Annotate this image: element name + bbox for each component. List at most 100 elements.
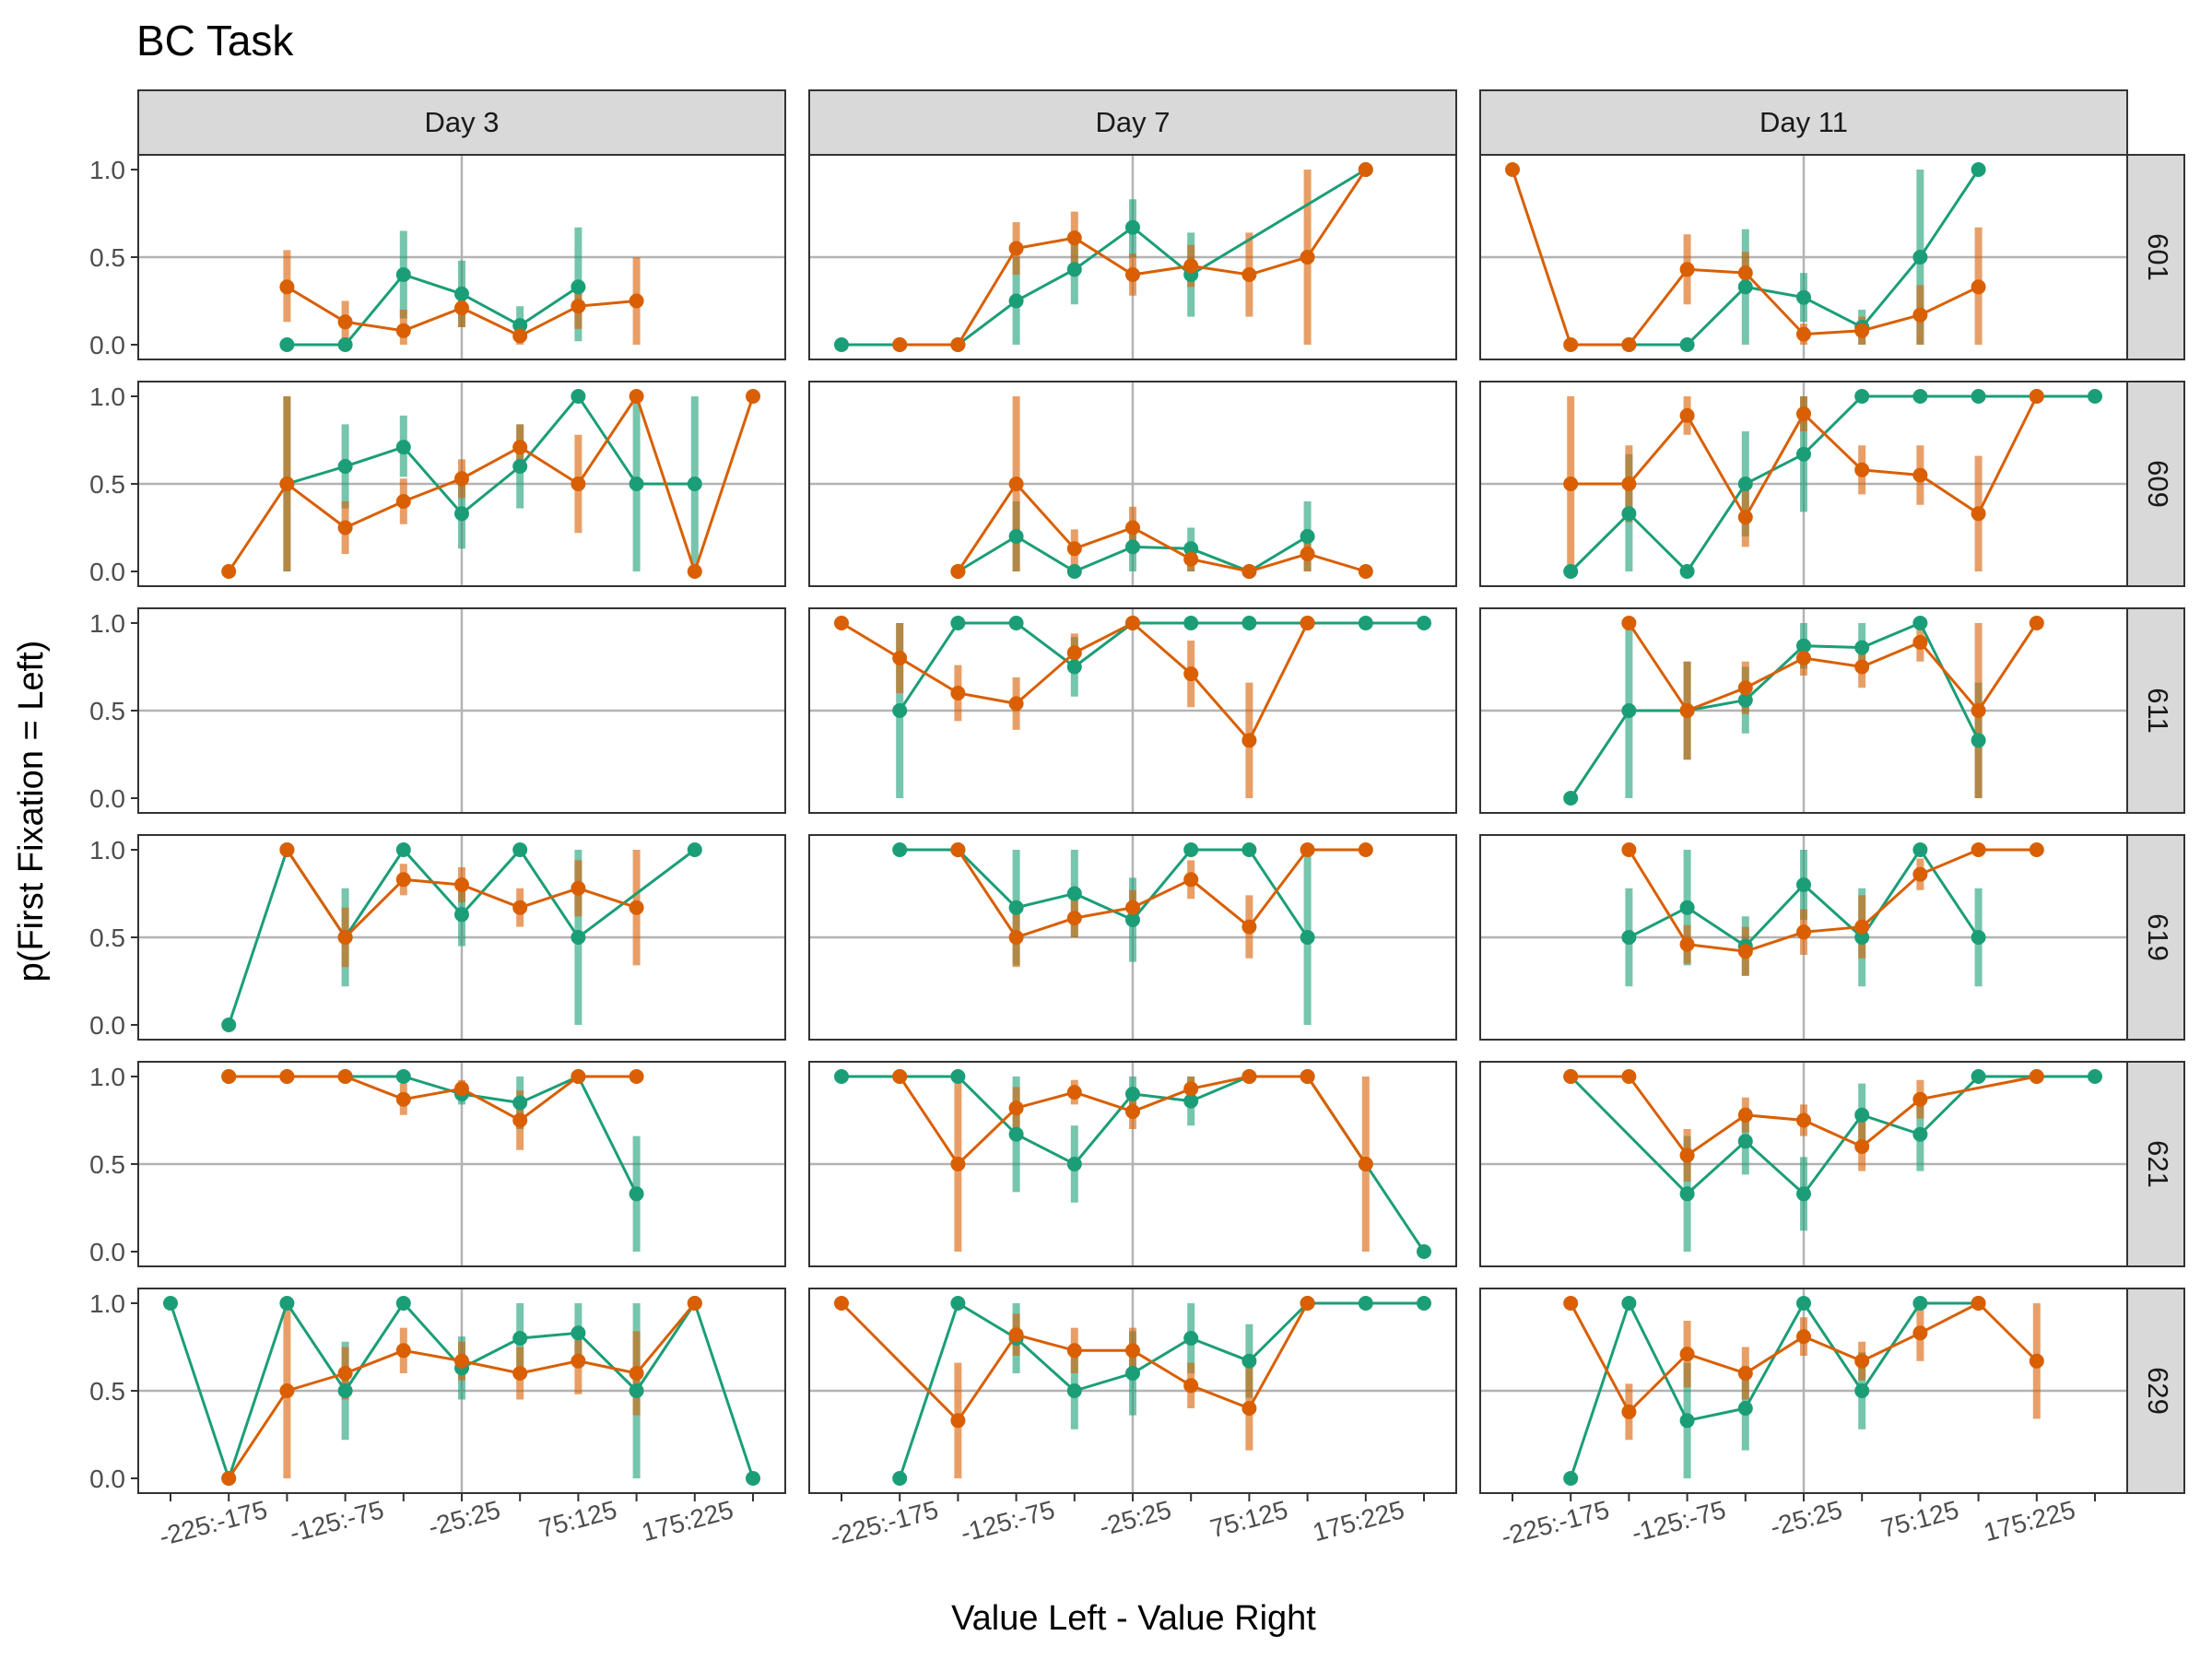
data-point-orange bbox=[629, 293, 644, 309]
data-point-orange bbox=[1563, 1296, 1579, 1311]
panel-621-day-3 bbox=[137, 1061, 786, 1267]
data-point-green bbox=[1183, 1093, 1199, 1109]
data-point-green bbox=[1679, 900, 1695, 915]
data-point-orange bbox=[1183, 258, 1199, 274]
data-point-orange bbox=[1796, 924, 1811, 940]
data-point-green bbox=[892, 842, 908, 857]
data-point-green bbox=[1912, 1296, 1928, 1311]
y-tick-label: 1.0 bbox=[89, 609, 125, 638]
data-point-orange bbox=[687, 1296, 702, 1311]
series-line-green bbox=[900, 848, 1309, 938]
data-point-orange bbox=[1621, 1069, 1637, 1084]
data-point-orange bbox=[1008, 1100, 1024, 1116]
data-point-orange bbox=[1854, 919, 1870, 935]
data-point-orange bbox=[1796, 326, 1811, 342]
x-tick-label: -25:25 bbox=[1767, 1495, 1845, 1541]
data-point-green bbox=[1737, 477, 1753, 491]
data-point-green bbox=[950, 616, 966, 630]
data-point-green bbox=[1241, 842, 1257, 857]
data-point-green bbox=[1241, 616, 1257, 630]
data-point-orange bbox=[1008, 930, 1024, 945]
data-point-green bbox=[687, 477, 702, 491]
data-point-orange bbox=[834, 1296, 849, 1311]
y-tick-label: 0.0 bbox=[89, 558, 125, 586]
data-point-green bbox=[279, 337, 295, 352]
data-point-green bbox=[1796, 1296, 1811, 1311]
data-point-orange bbox=[395, 1091, 411, 1107]
data-point-green bbox=[1358, 1296, 1373, 1311]
data-point-orange bbox=[1621, 1404, 1637, 1419]
data-point-orange bbox=[950, 1157, 966, 1171]
y-tick-label: 0.5 bbox=[89, 697, 125, 725]
y-tick-label: 0.0 bbox=[89, 1011, 125, 1040]
data-point-orange bbox=[1066, 645, 1082, 661]
series-line-green bbox=[286, 394, 695, 516]
data-point-green bbox=[1854, 1383, 1870, 1398]
data-point-orange bbox=[1358, 564, 1373, 579]
row-strip-label: 629 bbox=[2142, 1367, 2174, 1415]
data-point-orange bbox=[1066, 911, 1082, 926]
data-point-green bbox=[1679, 564, 1695, 579]
x-tick-label: 175:225 bbox=[1310, 1495, 1407, 1547]
data-point-orange bbox=[892, 1069, 908, 1084]
data-point-orange bbox=[1737, 680, 1753, 696]
data-point-orange bbox=[1854, 1353, 1870, 1369]
data-point-orange bbox=[1358, 842, 1373, 857]
x-tick-label: 75:125 bbox=[536, 1495, 620, 1543]
data-point-orange bbox=[1241, 564, 1257, 579]
data-point-green bbox=[950, 1069, 966, 1084]
panel-601-day-3 bbox=[137, 154, 786, 360]
data-point-orange bbox=[1066, 541, 1082, 557]
data-point-green bbox=[1621, 506, 1637, 522]
data-point-orange bbox=[2029, 1353, 2044, 1369]
panel-border bbox=[1479, 154, 2128, 360]
data-point-green bbox=[163, 1296, 178, 1311]
data-point-green bbox=[1737, 692, 1753, 708]
data-point-orange bbox=[629, 1069, 644, 1084]
y-tick-label: 0.5 bbox=[89, 1150, 125, 1179]
data-point-orange bbox=[629, 1366, 644, 1381]
data-point-green bbox=[454, 286, 469, 301]
data-point-orange bbox=[1737, 1366, 1753, 1381]
x-tick-label: -25:25 bbox=[1096, 1495, 1174, 1541]
data-point-green bbox=[395, 1069, 411, 1084]
data-point-orange bbox=[1066, 230, 1082, 246]
data-point-orange bbox=[1679, 703, 1695, 718]
data-point-orange bbox=[571, 477, 586, 491]
data-point-orange bbox=[2029, 389, 2044, 404]
y-tick-label: 0.5 bbox=[89, 470, 125, 499]
data-point-orange bbox=[279, 1069, 295, 1084]
data-point-orange bbox=[1737, 510, 1753, 525]
data-point-green bbox=[1621, 930, 1637, 945]
data-point-green bbox=[1300, 529, 1315, 544]
y-tick-label: 1.0 bbox=[89, 156, 125, 184]
data-point-orange bbox=[1125, 616, 1140, 630]
x-tick-label: -125:-75 bbox=[958, 1495, 1058, 1547]
data-point-green bbox=[834, 1069, 849, 1084]
data-point-orange bbox=[1241, 1069, 1257, 1084]
data-point-green bbox=[892, 1471, 908, 1486]
data-point-orange bbox=[571, 1069, 586, 1084]
data-point-green bbox=[1183, 541, 1199, 557]
panel-619-day-3 bbox=[137, 834, 786, 1041]
x-tick-label: 75:125 bbox=[1207, 1495, 1291, 1543]
data-point-green bbox=[1971, 930, 1986, 945]
data-point-orange bbox=[512, 440, 528, 455]
data-point-green bbox=[571, 930, 586, 945]
data-point-orange bbox=[834, 616, 849, 630]
data-point-green bbox=[1679, 1186, 1695, 1202]
data-point-orange bbox=[1621, 477, 1637, 491]
data-point-green bbox=[1300, 930, 1315, 945]
data-point-green bbox=[337, 459, 353, 474]
data-point-green bbox=[1796, 1186, 1811, 1202]
series-line-orange bbox=[1571, 1075, 2038, 1158]
data-point-orange bbox=[337, 930, 353, 945]
data-point-orange bbox=[395, 872, 411, 888]
data-point-green bbox=[2088, 1069, 2102, 1084]
y-axis-title: p(First Fixation = Left) bbox=[12, 641, 51, 982]
series-line-green bbox=[898, 1300, 1424, 1479]
data-point-green bbox=[1125, 1366, 1140, 1381]
data-point-orange bbox=[1854, 323, 1870, 338]
column-strip bbox=[137, 89, 786, 156]
panel-621-day-7 bbox=[808, 1061, 1457, 1267]
